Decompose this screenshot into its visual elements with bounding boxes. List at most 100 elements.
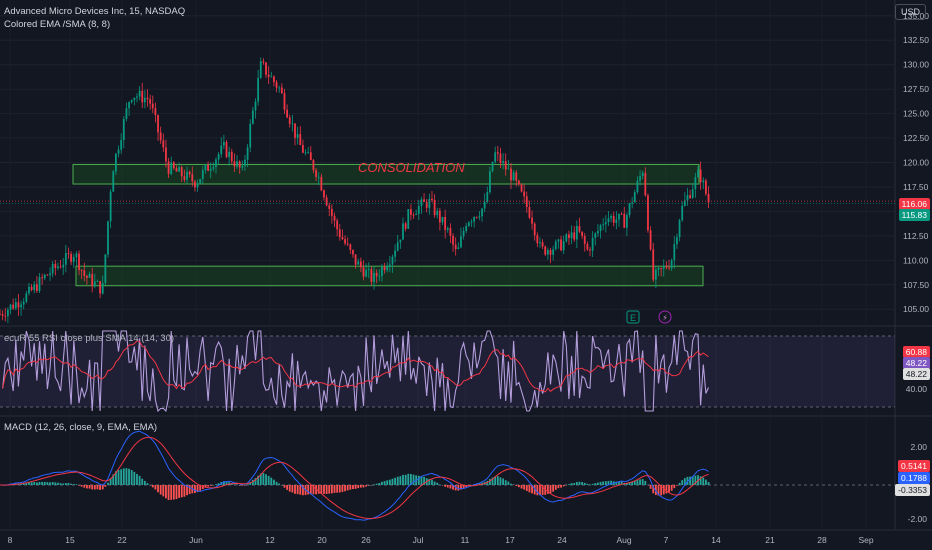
candle-body [367, 269, 370, 270]
macd-histogram-bar [59, 483, 62, 485]
candle-body [62, 264, 65, 268]
candle-body [199, 178, 202, 184]
macd-histogram-bar [652, 485, 655, 494]
macd-histogram-bar [554, 485, 557, 490]
candle-body [133, 97, 136, 101]
candle-body [707, 193, 710, 203]
macd-histogram-bar [54, 482, 57, 485]
macd-histogram-bar [51, 482, 54, 485]
candle-body [225, 141, 228, 158]
candle-body [262, 61, 265, 63]
candle-body [9, 304, 12, 310]
macd-histogram-bar [136, 473, 138, 485]
macd-histogram-bar [170, 485, 173, 500]
macd-histogram-bar [299, 485, 302, 495]
macd-histogram-bar [204, 485, 207, 488]
candle-body [338, 229, 341, 238]
candle-body [359, 261, 362, 268]
macd-histogram-bar [681, 480, 684, 485]
candle-body [517, 180, 520, 185]
macd-histogram-bar [491, 477, 494, 485]
candle-body [568, 234, 570, 238]
macd-histogram-bar [209, 485, 212, 486]
candle-body [668, 267, 670, 269]
macd-histogram-bar [597, 482, 599, 485]
candle-body [552, 249, 555, 255]
candle-body [623, 213, 626, 228]
candle-body [431, 198, 433, 201]
macd-histogram-bar [109, 478, 112, 485]
candle-body [597, 231, 599, 234]
candle-body [525, 196, 528, 208]
candle-body [209, 168, 212, 171]
candle-body [75, 253, 78, 258]
candle-body [402, 223, 404, 240]
candle-body [465, 225, 468, 232]
split-marker[interactable] [658, 310, 672, 324]
macd-histogram-bar [449, 485, 452, 489]
candle-body [420, 199, 423, 207]
macd-histogram-bar [233, 484, 236, 485]
currency-button[interactable]: USD [894, 4, 926, 20]
macd-signal-tag: -0.3353 [895, 484, 930, 496]
macd-histogram-bar [283, 485, 286, 488]
candle-body [631, 202, 634, 204]
macd-histogram-bar [654, 485, 657, 496]
candle-body [236, 161, 238, 167]
rsi-band [0, 336, 895, 407]
candle-body [565, 234, 568, 242]
candle-body [194, 181, 196, 188]
candle-body [12, 304, 15, 309]
candle-body [54, 263, 57, 269]
candle-body [51, 263, 54, 274]
macd-histogram-bar [507, 481, 510, 485]
macd-histogram-bar [86, 485, 88, 489]
ema-price-tag: 115.83 [898, 209, 930, 221]
macd-histogram-bar [273, 479, 275, 485]
macd-histogram-bar [691, 476, 694, 485]
candle-body [391, 256, 394, 265]
macd-histogram-bar [581, 482, 584, 485]
x-tick-label: 15 [65, 535, 75, 545]
macd-histogram-bar [178, 485, 181, 498]
macd-panel-label: MACD (12, 26, close, 9, EMA, EMA) [4, 422, 158, 433]
y-tick-label: 117.50 [903, 182, 929, 192]
macd-histogram-bar [138, 475, 141, 485]
candle-body [88, 274, 91, 278]
candle-body [130, 100, 133, 103]
candle-body [352, 249, 354, 255]
candle-body [628, 203, 631, 216]
macd-histogram-bar [309, 485, 312, 495]
macd-histogram-bar [694, 475, 697, 485]
macd-histogram-bar [186, 485, 188, 496]
split-marker-icon: ⚡ [662, 314, 668, 323]
candle-body [441, 216, 444, 223]
macd-histogram-bar [383, 481, 386, 485]
x-tick-label: 7 [664, 535, 669, 545]
macd-histogram-bar [631, 481, 634, 485]
macd-tick-top: 2.00 [910, 442, 927, 452]
candle-body [657, 268, 660, 270]
macd-histogram-bar [552, 485, 555, 492]
resistance-zone[interactable] [72, 163, 700, 185]
y-tick-label: 125.00 [903, 109, 929, 119]
earnings-marker[interactable] [626, 310, 640, 324]
macd-histogram-bar [325, 485, 328, 494]
candle-body [515, 172, 518, 181]
macd-histogram-bar [35, 482, 38, 485]
candle-body [341, 237, 344, 240]
macd-histogram-bar [207, 485, 209, 487]
candle-body [444, 216, 447, 230]
x-tick-label: 12 [265, 535, 275, 545]
candle-body [99, 281, 101, 294]
macd-histogram-bar [333, 485, 336, 493]
candle-body [417, 206, 420, 214]
macd-histogram-bar [162, 485, 165, 497]
macd-histogram-bar [265, 474, 267, 485]
macd-histogram-bar [373, 484, 375, 485]
candle-body [602, 224, 605, 226]
macd-histogram-bar [336, 485, 339, 493]
candle-body [207, 164, 209, 171]
